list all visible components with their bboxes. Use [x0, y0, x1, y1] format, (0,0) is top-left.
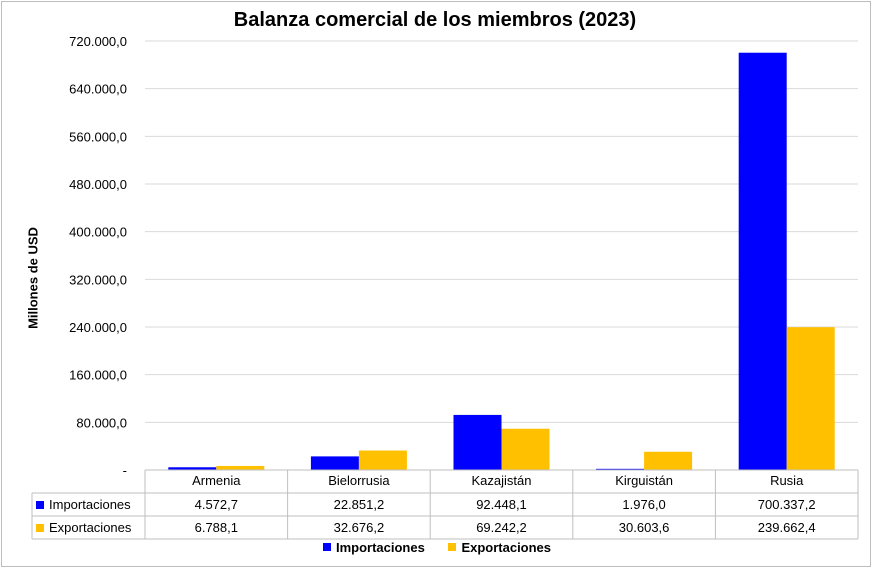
bar-importaciones-2	[453, 414, 502, 470]
y-tick-label: 480.000,0	[69, 177, 127, 192]
legend-label-exportaciones: Exportaciones	[461, 539, 552, 555]
bar-exportaciones-3	[644, 451, 693, 470]
y-tick-label: 240.000,0	[69, 320, 127, 335]
table-cell: 22.851,2	[334, 497, 385, 512]
bar-importaciones-1	[310, 456, 359, 470]
y-tick-label: 320.000,0	[69, 272, 127, 287]
legend: Importaciones Exportaciones	[0, 539, 874, 555]
table-cell: 700.337,2	[758, 497, 816, 512]
table-key-exportaciones	[36, 524, 44, 532]
bar-exportaciones-0	[216, 465, 265, 470]
y-tick-label: 560.000,0	[69, 129, 127, 144]
bar-exportaciones-2	[501, 428, 550, 470]
bar-importaciones-3	[596, 468, 645, 470]
y-tick-label: 720.000,0	[69, 34, 127, 49]
table-cell: 1.976,0	[622, 497, 665, 512]
table-cell: 4.572,7	[195, 497, 238, 512]
legend-item-exportaciones: Exportaciones	[448, 540, 551, 555]
x-tick-label: Kirguistán	[615, 473, 673, 488]
table-cell: 30.603,6	[619, 520, 670, 535]
table-cell: 92.448,1	[476, 497, 527, 512]
legend-label-importaciones: Importaciones	[335, 539, 425, 555]
table-cell: 69.242,2	[476, 520, 527, 535]
x-tick-label: Rusia	[770, 473, 804, 488]
legend-swatch-importaciones	[322, 543, 331, 551]
table-key-importaciones	[36, 501, 44, 509]
bar-importaciones-4	[738, 52, 787, 470]
table-cell: 239.662,4	[758, 520, 816, 535]
bar-exportaciones-1	[358, 450, 407, 470]
table-row-label: Exportaciones	[49, 520, 132, 535]
table-cell: 32.676,2	[334, 520, 385, 535]
y-tick-label: 160.000,0	[69, 368, 127, 383]
x-tick-label: Bielorrusia	[328, 473, 390, 488]
table-row-label: Importaciones	[49, 497, 131, 512]
table-cell: 6.788,1	[195, 520, 238, 535]
x-tick-label: Armenia	[192, 473, 241, 488]
y-tick-label: 400.000,0	[69, 225, 127, 240]
y-tick-label: 80.000,0	[76, 415, 127, 430]
legend-item-importaciones: Importaciones	[322, 539, 425, 555]
bar-importaciones-0	[168, 467, 217, 470]
bar-exportaciones-4	[786, 327, 835, 470]
x-tick-label: Kazajistán	[472, 473, 532, 488]
chart-title: Balanza comercial de los miembros (2023)	[233, 9, 637, 31]
y-tick-label: -	[123, 463, 127, 478]
legend-swatch-exportaciones	[448, 543, 457, 551]
y-tick-label: 640.000,0	[69, 82, 127, 97]
